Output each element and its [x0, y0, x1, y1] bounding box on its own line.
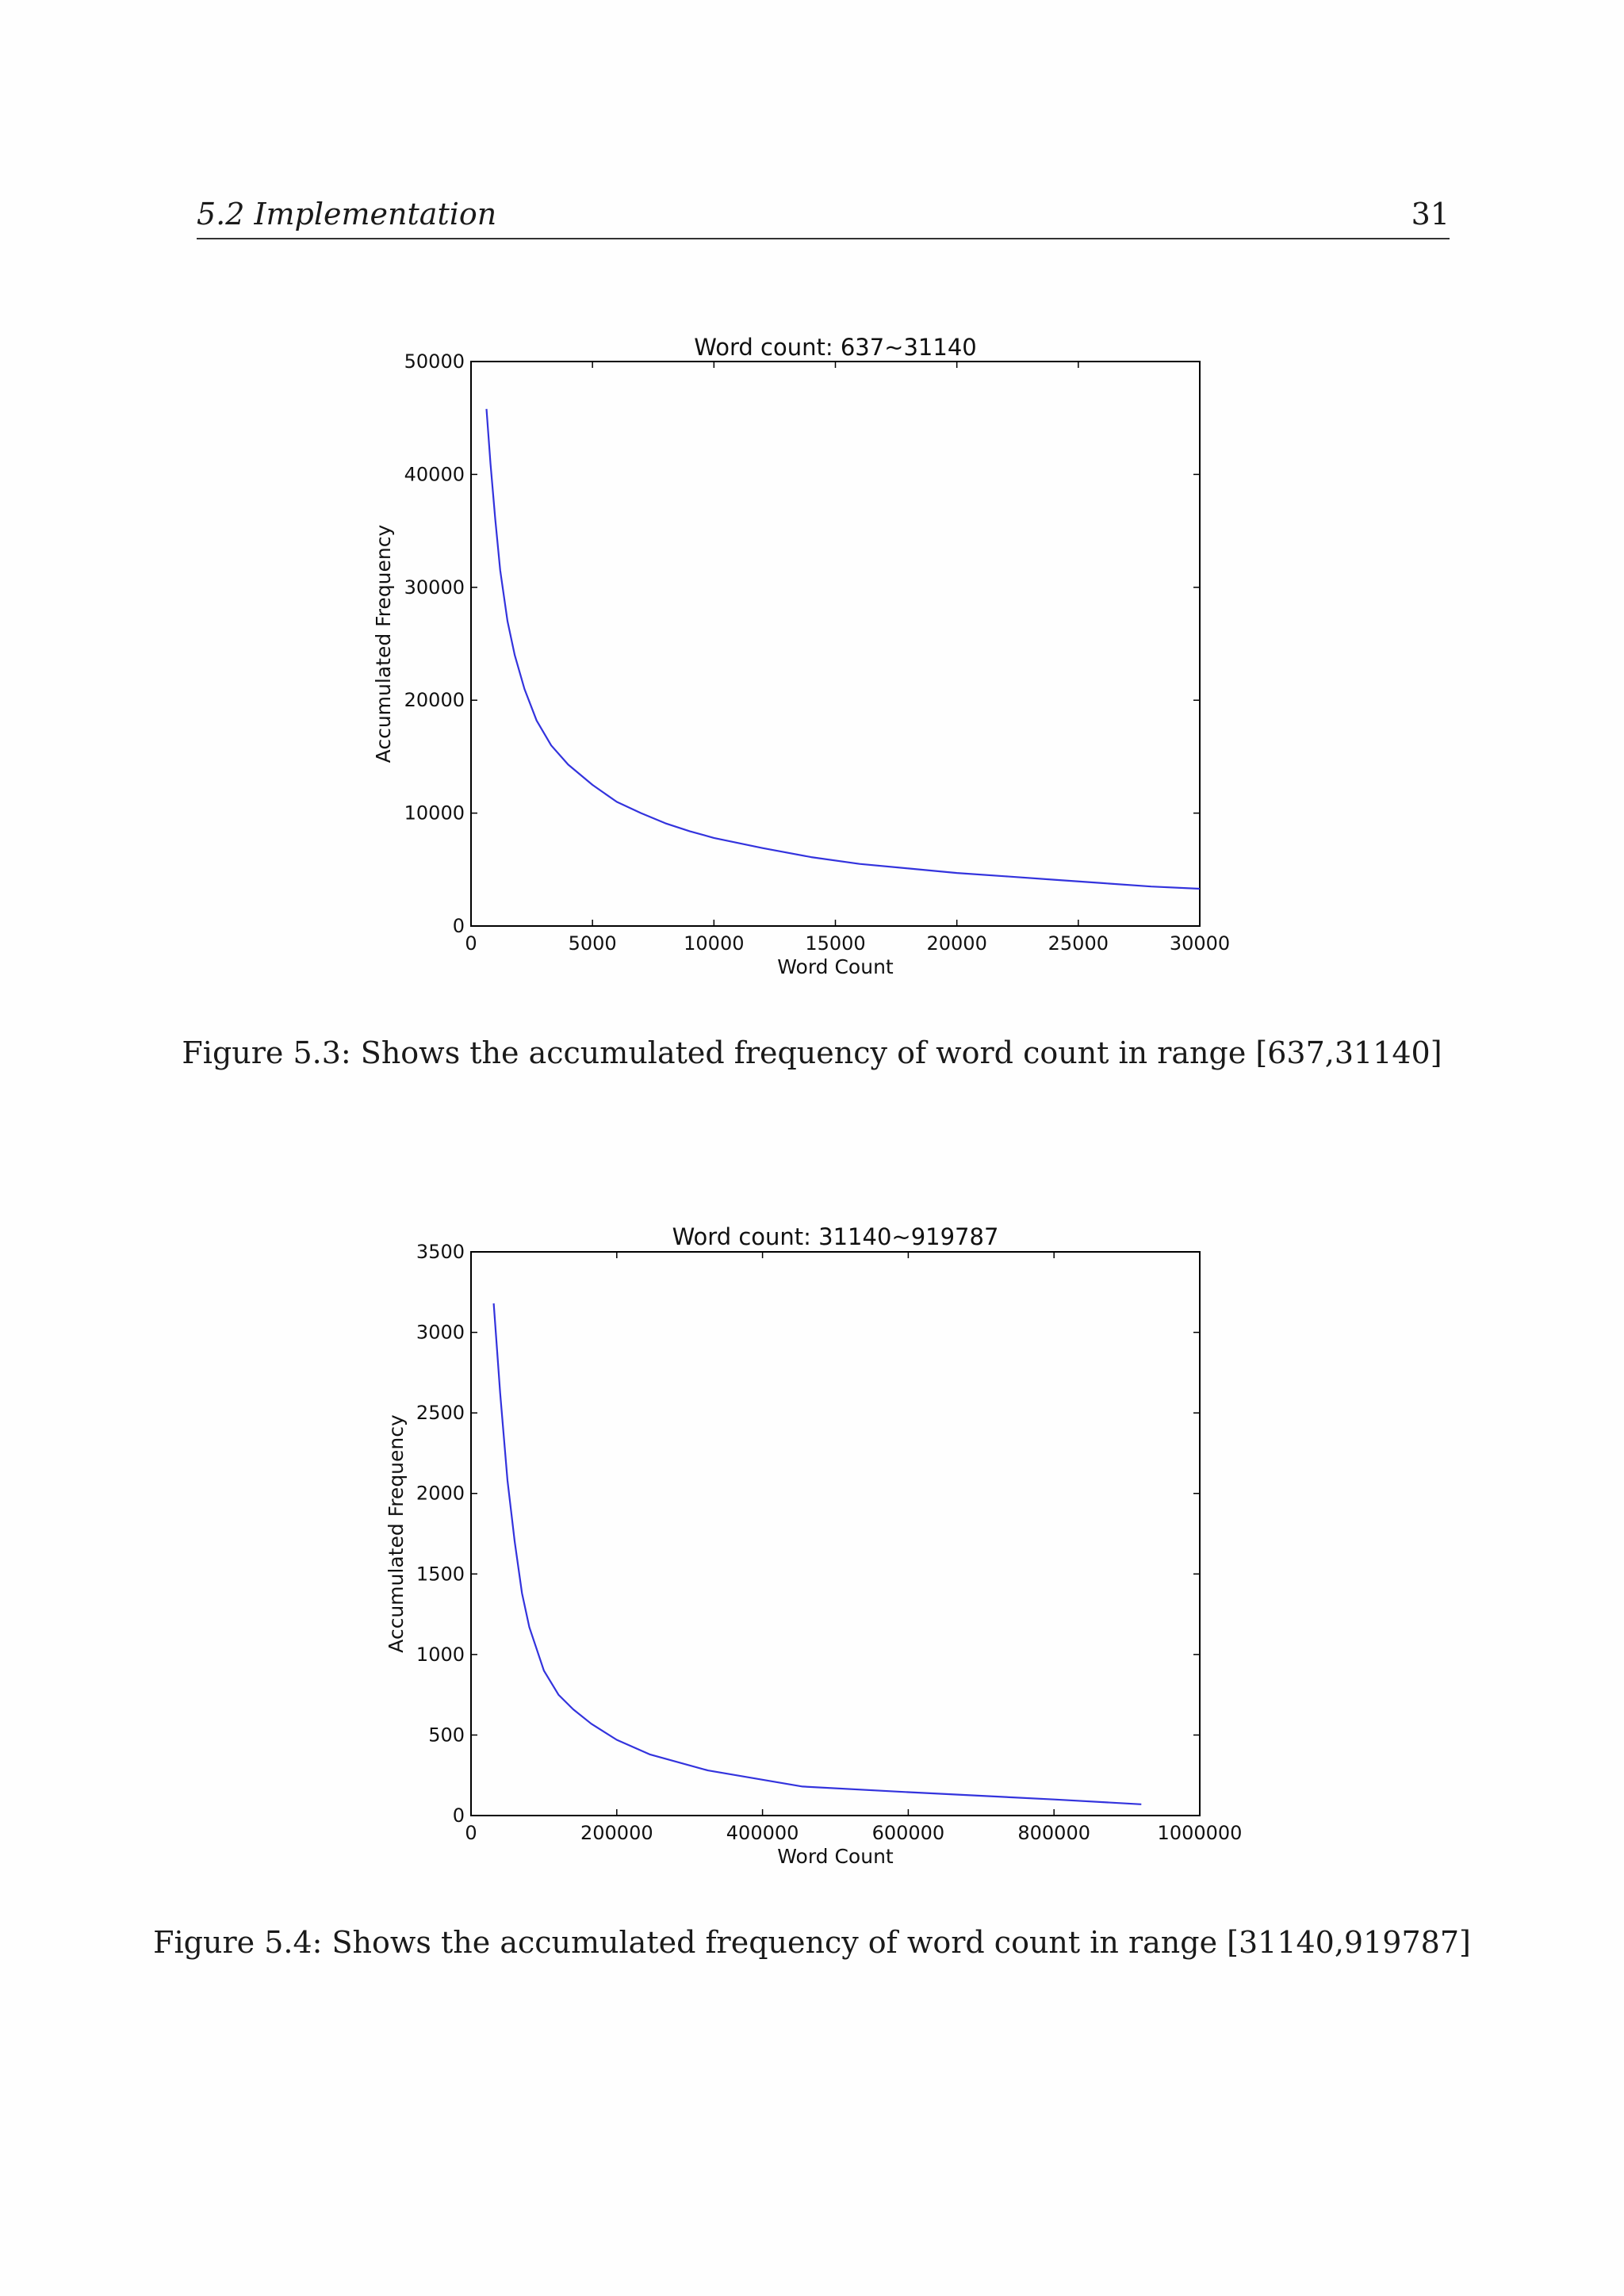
y-tick-label: 1000 — [416, 1644, 465, 1666]
y-tick-label: 20000 — [404, 689, 465, 711]
y-tick-label: 3000 — [416, 1322, 465, 1344]
y-tick-label: 500 — [428, 1724, 465, 1746]
page-number: 31 — [1411, 197, 1450, 232]
x-tick-label: 0 — [465, 1822, 477, 1844]
x-axis-label: Word Count — [777, 1845, 894, 1868]
figure-5-3-caption: Figure 5.3: Shows the accumulated freque… — [182, 1035, 1442, 1070]
x-tick-label: 0 — [465, 932, 477, 955]
series-line — [492, 1303, 1142, 1805]
series-line — [485, 408, 1201, 890]
section-title: 5.2 Implementation — [197, 197, 497, 232]
x-tick-label: 10000 — [684, 932, 744, 955]
y-tick-label: 10000 — [404, 802, 465, 825]
y-tick-label: 30000 — [404, 576, 465, 599]
y-axis-label: Accumulated Frequency — [385, 1414, 408, 1653]
y-tick-label: 2000 — [416, 1483, 465, 1505]
chart-title: Word count: 637~31140 — [694, 334, 976, 361]
x-tick-label: 30000 — [1170, 932, 1230, 955]
y-tick-label: 2500 — [416, 1402, 465, 1424]
x-tick-label: 200000 — [580, 1822, 653, 1844]
y-tick-label: 40000 — [404, 463, 465, 485]
x-axis-label: Word Count — [777, 955, 894, 978]
x-tick-label: 400000 — [726, 1822, 799, 1844]
figure-5-4-caption: Figure 5.4: Shows the accumulated freque… — [153, 1925, 1471, 1960]
x-tick-label: 20000 — [926, 932, 986, 955]
y-tick-label: 0 — [453, 915, 465, 937]
x-tick-label: 800000 — [1017, 1822, 1090, 1844]
chart-title: Word count: 31140~919787 — [672, 1223, 999, 1250]
figure-5-4-chart: 0 200000 400000 600000 800000 1000000 0 500 1000… — [385, 1223, 1243, 1868]
y-axis-label: Accumulated Frequency — [372, 524, 395, 763]
x-tick-label: 15000 — [805, 932, 865, 955]
x-tick-label: 25000 — [1048, 932, 1109, 955]
x-tick-label: 1000000 — [1158, 1822, 1243, 1844]
y-tick-label: 1500 — [416, 1563, 465, 1585]
x-tick-label: 5000 — [569, 932, 617, 955]
y-tick-label: 50000 — [404, 350, 465, 373]
figure-5-3-chart: 0 5000 10000 15000 20000 25000 30000 0 10000 2000… — [372, 334, 1230, 978]
y-tick-label: 3500 — [416, 1241, 465, 1263]
plot-frame — [470, 1251, 1201, 1816]
y-tick-label: 0 — [453, 1804, 465, 1827]
running-header: 5.2 Implementation 31 — [197, 193, 1450, 239]
x-tick-label: 600000 — [872, 1822, 945, 1844]
